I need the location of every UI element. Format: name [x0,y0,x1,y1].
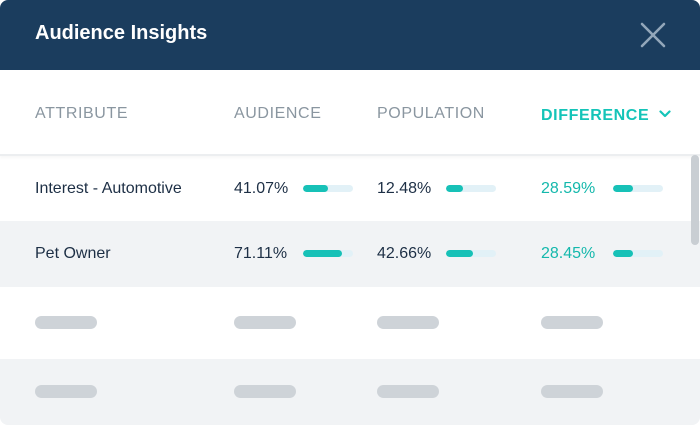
attribute-cell: Interest - Automotive [35,180,182,197]
vertical-scrollbar[interactable] [691,155,699,245]
placeholder-bar [377,385,439,398]
placeholder-bar [377,316,439,329]
population-bar [446,185,496,192]
close-button[interactable] [638,20,668,50]
table-row[interactable]: Interest - Automotive 41.07% 12.48% 28.5… [0,156,700,221]
attribute-cell: Pet Owner [35,245,111,262]
chevron-down-icon [659,105,671,123]
difference-bar [613,185,663,192]
table-row[interactable]: Pet Owner 71.11% 42.66% 28.45% [0,221,700,287]
dialog-title: Audience Insights [35,22,208,44]
table-header: ATTRIBUTE AUDIENCE POPULATION DIFFERENCE [0,70,700,156]
population-bar-fill [446,250,473,257]
difference-bar-fill [613,185,633,192]
placeholder-bar [35,385,97,398]
difference-value: 28.59% [541,180,596,197]
placeholder-bar [541,316,603,329]
column-header-difference[interactable]: DIFFERENCE [541,105,671,125]
column-header-attribute[interactable]: ATTRIBUTE [35,105,129,122]
placeholder-bar [234,385,296,398]
difference-bar-fill [613,250,633,257]
audience-value: 71.11% [234,245,288,262]
audience-bar [303,185,353,192]
population-value: 12.48% [377,180,432,197]
close-icon [640,22,666,48]
population-bar-fill [446,185,463,192]
audience-bar-fill [303,250,342,257]
placeholder-bar [541,385,603,398]
difference-value: 28.45% [541,245,596,262]
placeholder-bar [35,316,97,329]
placeholder-bar [234,316,296,329]
audience-bar [303,250,353,257]
dialog-header: Audience Insights [0,0,700,70]
column-header-population[interactable]: POPULATION [377,105,485,122]
audience-bar-fill [303,185,328,192]
column-header-audience[interactable]: AUDIENCE [234,105,322,122]
audience-value: 41.07% [234,180,289,197]
population-bar [446,250,496,257]
placeholder-row [0,359,700,425]
placeholder-row [0,287,700,359]
difference-bar [613,250,663,257]
population-value: 42.66% [377,245,432,262]
column-header-difference-label: DIFFERENCE [541,107,650,124]
